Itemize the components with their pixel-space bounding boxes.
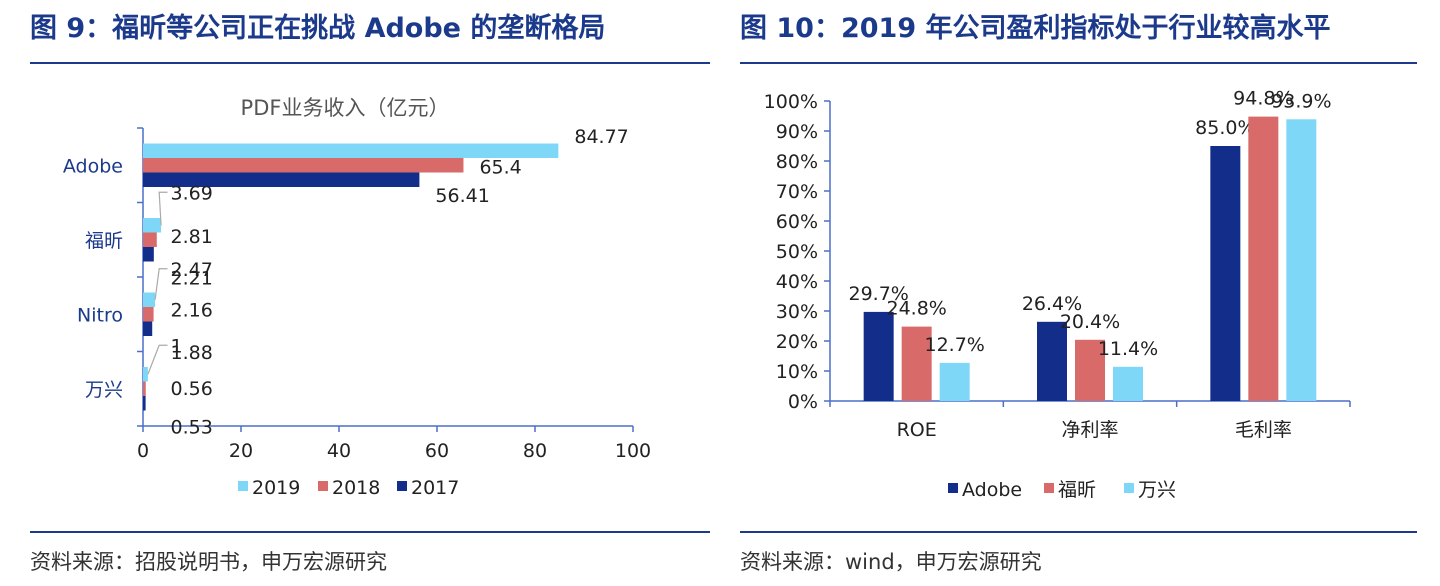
- figure-10-bottom-rule: [740, 531, 1417, 533]
- bar-万兴-2017: [143, 396, 146, 411]
- category-label: 毛利率: [1235, 419, 1292, 441]
- y-tick-label: 20%: [776, 331, 818, 353]
- category-label: Adobe: [63, 155, 123, 177]
- legend-label-2019: 2019: [252, 477, 300, 499]
- category-label: 净利率: [1061, 419, 1118, 441]
- y-tick-label: 100%: [764, 91, 818, 113]
- legend-swatch-Adobe: [948, 483, 958, 493]
- revenue-bar-chart: PDF业务收入（亿元） Adobe 福昕 Nitro 万兴 0 20 40 60 80 100 84.…: [63, 96, 651, 499]
- y-tick-label: 10%: [776, 361, 818, 383]
- x-tick-label: 100: [615, 440, 651, 462]
- y-tick-label: 70%: [776, 181, 818, 203]
- y-tick-label: 60%: [776, 211, 818, 233]
- data-label-万兴-2019: 1: [171, 335, 183, 357]
- data-label-净利率-万兴: 11.4%: [1098, 338, 1158, 360]
- data-label-Adobe-2017: 56.41: [435, 185, 489, 207]
- figure-9-source: 资料来源：招股说明书，申万宏源研究: [30, 550, 387, 574]
- data-label-万兴-2018: 0.56: [171, 378, 213, 400]
- bar-净利率-福昕: [1075, 339, 1105, 401]
- y-tick-label: 80%: [776, 151, 818, 173]
- figure-9-top-rule: [30, 62, 710, 64]
- x-tick-label: 40: [327, 440, 351, 462]
- category-label: 万兴: [85, 379, 123, 401]
- bar-福昕-2017: [143, 247, 154, 262]
- data-label-Nitro-2017: 1.88: [171, 342, 213, 364]
- bar-Adobe-2019: [143, 143, 559, 158]
- data-label-Adobe-2019: 84.77: [574, 126, 628, 148]
- bar-毛利率-万兴: [1286, 119, 1317, 402]
- figure-10: 图 10：2019 年公司盈利指标处于行业较高水平 0% 10% 20% 30% 40%…: [720, 0, 1440, 586]
- data-label-Nitro-2019: 2.47: [171, 259, 213, 281]
- data-label-Adobe-2018: 65.4: [479, 156, 521, 178]
- bar-净利率-Adobe: [1037, 321, 1067, 401]
- data-label-ROE-Adobe: 29.7%: [848, 283, 908, 305]
- bar-万兴-2019: [143, 367, 148, 382]
- data-label-ROE-万兴: 12.7%: [924, 334, 984, 356]
- data-label-福昕-2019: 3.69: [171, 182, 213, 204]
- legend-swatch-福昕: [1044, 483, 1054, 493]
- legend-swatch-2019: [238, 481, 248, 491]
- x-tick-label: 0: [137, 440, 149, 462]
- category-label: 福昕: [85, 230, 123, 252]
- bar-Nitro-2019: [143, 292, 156, 307]
- figure-10-top-rule: [740, 62, 1417, 64]
- bar-ROE-Adobe: [863, 311, 894, 401]
- profitability-bar-chart: 0% 10% 20% 30% 40% 50% 60% 70% 80% 90% 100% ROE 29.7…: [764, 88, 1351, 501]
- x-tick-label: 80: [523, 440, 547, 462]
- bar-Adobe-2017: [143, 172, 420, 187]
- data-label-ROE-福昕: 24.8%: [886, 298, 946, 320]
- bar-毛利率-Adobe: [1210, 146, 1241, 401]
- legend-label-2018: 2018: [332, 477, 380, 499]
- data-label-净利率-Adobe: 26.4%: [1022, 293, 1082, 315]
- y-tick-label: 50%: [776, 241, 818, 263]
- data-label-福昕-2018: 2.81: [171, 226, 213, 248]
- category-label: ROE: [897, 419, 937, 441]
- bar-万兴-2018: [143, 381, 146, 396]
- bar-净利率-万兴: [1113, 366, 1143, 401]
- bar-Adobe-2018: [143, 158, 464, 173]
- bar-ROE-万兴: [939, 362, 970, 401]
- x-tick-label: 20: [229, 440, 253, 462]
- data-label-Nitro-2018: 2.16: [171, 299, 213, 321]
- data-label-leader-万兴: [147, 344, 168, 375]
- bar-Nitro-2017: [143, 321, 153, 336]
- legend-label-万兴: 万兴: [1138, 479, 1176, 501]
- category-label: Nitro: [77, 304, 123, 326]
- legend-swatch-万兴: [1124, 483, 1134, 493]
- legend-label-Adobe: Adobe: [962, 479, 1022, 501]
- data-label-净利率-福昕: 20.4%: [1060, 311, 1120, 333]
- bar-福昕-2019: [143, 218, 162, 233]
- data-label-leader-福昕: [158, 191, 168, 226]
- legend-label-福昕: 福昕: [1058, 479, 1096, 501]
- y-tick-label: 30%: [776, 301, 818, 323]
- legend-label-2017: 2017: [411, 477, 459, 499]
- chart-title: PDF业务收入（亿元）: [241, 96, 450, 120]
- y-tick-label: 0%: [788, 391, 818, 413]
- bar-Nitro-2018: [143, 307, 154, 322]
- x-tick-label: 60: [425, 440, 449, 462]
- data-label-毛利率-Adobe: 85.0%: [1195, 117, 1255, 139]
- bar-福昕-2018: [143, 232, 157, 247]
- legend-swatch-2017: [397, 481, 407, 491]
- bar-ROE-福昕: [901, 326, 932, 401]
- data-label-福昕-2017: 2.21: [171, 267, 213, 289]
- data-label-万兴-2017: 0.53: [171, 416, 213, 438]
- data-label-leader-Nitro: [154, 268, 168, 300]
- figure-10-source: 资料来源：wind，申万宏源研究: [740, 550, 1042, 574]
- figure-9-title: 图 9：福昕等公司正在挑战 Adobe 的垄断格局: [30, 13, 606, 44]
- figure-9-bottom-rule: [30, 531, 710, 533]
- y-tick-label: 90%: [776, 121, 818, 143]
- bar-毛利率-福昕: [1248, 116, 1279, 401]
- legend-swatch-2018: [318, 481, 328, 491]
- figure-10-title: 图 10：2019 年公司盈利指标处于行业较高水平: [740, 13, 1331, 44]
- data-label-毛利率-万兴: 93.9%: [1271, 90, 1331, 112]
- y-tick-label: 40%: [776, 271, 818, 293]
- figure-9: 图 9：福昕等公司正在挑战 Adobe 的垄断格局 PDF业务收入（亿元） Ado…: [30, 13, 710, 574]
- data-label-毛利率-福昕: 94.8%: [1233, 88, 1293, 110]
